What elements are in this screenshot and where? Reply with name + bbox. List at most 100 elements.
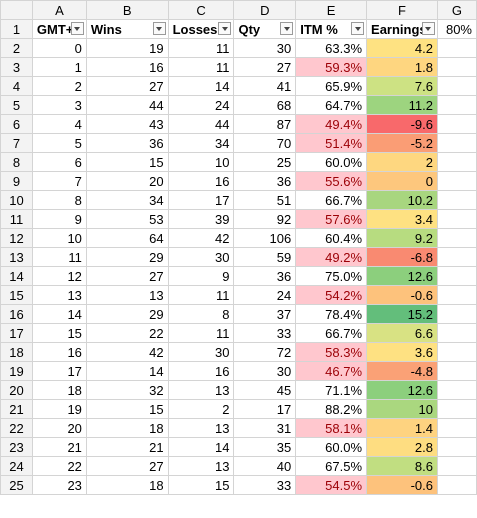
earnings-cell[interactable]: 12.6 (366, 380, 438, 400)
empty-cell[interactable] (436, 342, 477, 362)
qty-cell[interactable]: 35 (233, 437, 297, 457)
empty-cell[interactable] (436, 247, 477, 267)
row-header[interactable]: 25 (0, 475, 33, 495)
filter-dropdown-button[interactable] (70, 22, 84, 35)
losses-cell[interactable]: 14 (167, 76, 235, 96)
row-header[interactable]: 15 (0, 285, 33, 305)
gmt-offset-cell[interactable]: 16 (31, 342, 87, 362)
itm-percent-cell[interactable]: 57.6% (295, 209, 368, 229)
losses-cell[interactable]: 34 (167, 133, 235, 153)
header-cell[interactable]: Losses (167, 19, 235, 39)
column-header-e[interactable]: E (295, 0, 368, 20)
losses-cell[interactable]: 11 (167, 285, 235, 305)
row-header[interactable]: 10 (0, 190, 33, 210)
gmt-offset-cell[interactable]: 18 (31, 380, 87, 400)
qty-cell[interactable]: 106 (233, 228, 297, 248)
threshold-cell[interactable]: 80% (436, 19, 477, 39)
wins-cell[interactable]: 13 (85, 285, 169, 305)
earnings-cell[interactable]: 10.2 (366, 190, 438, 210)
wins-cell[interactable]: 15 (85, 152, 169, 172)
header-cell[interactable]: Qty (233, 19, 297, 39)
qty-cell[interactable]: 87 (233, 114, 297, 134)
empty-cell[interactable] (436, 456, 477, 476)
header-cell[interactable]: GMT+1 (31, 19, 87, 39)
wins-cell[interactable]: 27 (85, 76, 169, 96)
qty-cell[interactable]: 68 (233, 95, 297, 115)
qty-cell[interactable]: 37 (233, 304, 297, 324)
losses-cell[interactable]: 9 (167, 266, 235, 286)
itm-percent-cell[interactable]: 59.3% (295, 57, 368, 77)
qty-cell[interactable]: 59 (233, 247, 297, 267)
header-cell[interactable]: Wins (85, 19, 169, 39)
qty-cell[interactable]: 30 (233, 361, 297, 381)
losses-cell[interactable]: 24 (167, 95, 235, 115)
column-header-c[interactable]: C (167, 0, 235, 20)
wins-cell[interactable]: 19 (85, 38, 169, 58)
itm-percent-cell[interactable]: 88.2% (295, 399, 368, 419)
earnings-cell[interactable]: 15.2 (366, 304, 438, 324)
earnings-cell[interactable]: 3.6 (366, 342, 438, 362)
empty-cell[interactable] (436, 475, 477, 495)
empty-cell[interactable] (436, 152, 477, 172)
qty-cell[interactable]: 36 (233, 171, 297, 191)
itm-percent-cell[interactable]: 67.5% (295, 456, 368, 476)
filter-dropdown-button[interactable] (351, 22, 365, 35)
empty-cell[interactable] (436, 171, 477, 191)
column-header-g[interactable]: G (436, 0, 477, 20)
gmt-offset-cell[interactable]: 15 (31, 323, 87, 343)
itm-percent-cell[interactable]: 66.7% (295, 190, 368, 210)
qty-cell[interactable]: 70 (233, 133, 297, 153)
empty-cell[interactable] (436, 304, 477, 324)
wins-cell[interactable]: 15 (85, 399, 169, 419)
itm-percent-cell[interactable]: 66.7% (295, 323, 368, 343)
row-header[interactable]: 12 (0, 228, 33, 248)
wins-cell[interactable]: 42 (85, 342, 169, 362)
gmt-offset-cell[interactable]: 1 (31, 57, 87, 77)
gmt-offset-cell[interactable]: 14 (31, 304, 87, 324)
empty-cell[interactable] (436, 190, 477, 210)
qty-cell[interactable]: 33 (233, 323, 297, 343)
wins-cell[interactable]: 20 (85, 171, 169, 191)
wins-cell[interactable]: 27 (85, 266, 169, 286)
column-header-f[interactable]: F (366, 0, 438, 20)
qty-cell[interactable]: 17 (233, 399, 297, 419)
itm-percent-cell[interactable]: 65.9% (295, 76, 368, 96)
empty-cell[interactable] (436, 418, 477, 438)
losses-cell[interactable]: 16 (167, 171, 235, 191)
losses-cell[interactable]: 2 (167, 399, 235, 419)
losses-cell[interactable]: 11 (167, 38, 235, 58)
earnings-cell[interactable]: 11.2 (366, 95, 438, 115)
empty-cell[interactable] (436, 57, 477, 77)
earnings-cell[interactable]: 10 (366, 399, 438, 419)
gmt-offset-cell[interactable]: 5 (31, 133, 87, 153)
filter-dropdown-button[interactable] (152, 22, 166, 35)
earnings-cell[interactable]: 12.6 (366, 266, 438, 286)
column-header-a[interactable]: A (31, 0, 87, 20)
qty-cell[interactable]: 45 (233, 380, 297, 400)
gmt-offset-cell[interactable]: 7 (31, 171, 87, 191)
row-header[interactable]: 20 (0, 380, 33, 400)
earnings-cell[interactable]: 1.8 (366, 57, 438, 77)
row-header[interactable]: 4 (0, 76, 33, 96)
empty-cell[interactable] (436, 114, 477, 134)
itm-percent-cell[interactable]: 71.1% (295, 380, 368, 400)
earnings-cell[interactable]: -9.6 (366, 114, 438, 134)
itm-percent-cell[interactable]: 78.4% (295, 304, 368, 324)
itm-percent-cell[interactable]: 58.3% (295, 342, 368, 362)
row-header[interactable]: 8 (0, 152, 33, 172)
row-header[interactable]: 19 (0, 361, 33, 381)
empty-cell[interactable] (436, 361, 477, 381)
losses-cell[interactable]: 39 (167, 209, 235, 229)
qty-cell[interactable]: 24 (233, 285, 297, 305)
wins-cell[interactable]: 16 (85, 57, 169, 77)
gmt-offset-cell[interactable]: 22 (31, 456, 87, 476)
empty-cell[interactable] (436, 380, 477, 400)
wins-cell[interactable]: 32 (85, 380, 169, 400)
empty-cell[interactable] (436, 228, 477, 248)
empty-cell[interactable] (436, 38, 477, 58)
losses-cell[interactable]: 30 (167, 342, 235, 362)
wins-cell[interactable]: 53 (85, 209, 169, 229)
qty-cell[interactable]: 25 (233, 152, 297, 172)
empty-cell[interactable] (436, 437, 477, 457)
